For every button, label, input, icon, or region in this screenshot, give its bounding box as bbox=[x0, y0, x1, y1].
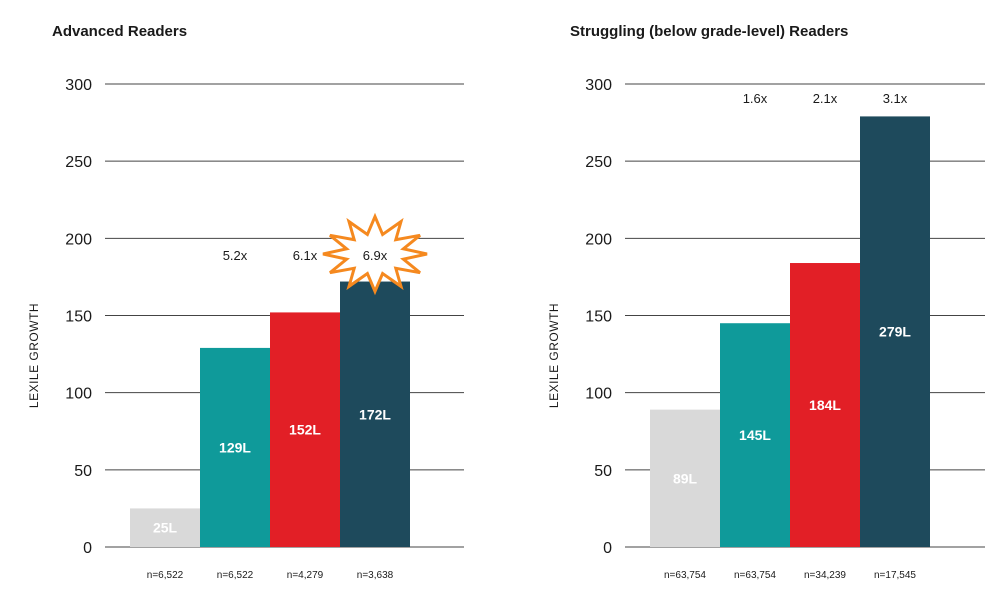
starburst-highlight bbox=[322, 212, 428, 296]
multiplier-label: 3.1x bbox=[883, 91, 908, 106]
bar bbox=[200, 347, 270, 547]
bar-value-label: 129L bbox=[219, 439, 251, 455]
y-tick-label: 150 bbox=[585, 309, 612, 326]
y-tick-label: 300 bbox=[65, 77, 92, 94]
bar-value-label: 184L bbox=[809, 397, 841, 413]
y-tick-label: 200 bbox=[65, 231, 92, 248]
category-label: n=34,239 bbox=[804, 570, 846, 581]
y-tick-label: 0 bbox=[603, 540, 612, 557]
multiplier-label: 6.1x bbox=[293, 248, 318, 263]
bar bbox=[650, 409, 720, 547]
y-axis-label: LEXILE GROWTH bbox=[27, 303, 41, 408]
category-label: n=3,638 bbox=[357, 570, 394, 581]
bar bbox=[130, 508, 200, 547]
bar-value-label: 279L bbox=[879, 324, 911, 340]
category-label: n=4,279 bbox=[287, 570, 324, 581]
bar-value-label: 145L bbox=[739, 427, 771, 443]
y-tick-label: 150 bbox=[65, 309, 92, 326]
y-tick-label: 250 bbox=[585, 154, 612, 171]
y-axis-label: LEXILE GROWTH bbox=[547, 303, 561, 408]
bar bbox=[860, 116, 930, 547]
y-tick-label: 50 bbox=[594, 463, 612, 480]
y-tick-label: 300 bbox=[585, 77, 612, 94]
y-tick-label: 0 bbox=[83, 540, 92, 557]
bar-value-label: 25L bbox=[153, 520, 178, 536]
y-tick-label: 100 bbox=[585, 386, 612, 403]
bar bbox=[340, 281, 410, 547]
category-label: n=6,522 bbox=[217, 570, 254, 581]
bar bbox=[720, 323, 790, 547]
bar bbox=[270, 312, 340, 547]
multiplier-label: 2.1x bbox=[813, 91, 838, 106]
y-tick-label: 200 bbox=[585, 231, 612, 248]
y-tick-label: 100 bbox=[65, 386, 92, 403]
category-label: n=63,754 bbox=[734, 570, 776, 581]
bar-value-label: 172L bbox=[359, 406, 391, 422]
chart-title: Struggling (below grade-level) Readers bbox=[570, 23, 848, 40]
category-label: n=63,754 bbox=[664, 570, 706, 581]
category-label: n=6,522 bbox=[147, 570, 184, 581]
multiplier-label: 6.9x bbox=[363, 248, 388, 263]
category-label: n=17,545 bbox=[874, 570, 916, 581]
bar-value-label: 89L bbox=[673, 470, 698, 486]
y-tick-label: 50 bbox=[74, 463, 92, 480]
multiplier-label: 5.2x bbox=[223, 248, 248, 263]
y-tick-label: 250 bbox=[65, 154, 92, 171]
bar-value-label: 152L bbox=[289, 422, 321, 438]
chart-title: Advanced Readers bbox=[52, 23, 187, 40]
bar bbox=[790, 263, 860, 547]
multiplier-label: 1.6x bbox=[743, 91, 768, 106]
